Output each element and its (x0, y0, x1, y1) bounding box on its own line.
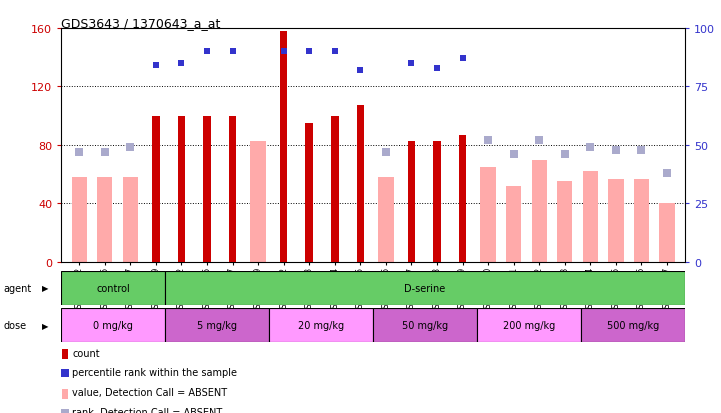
Bar (581, 309, 685, 342)
Bar (407, 141, 415, 262)
Bar (280, 32, 288, 262)
Bar (165, 271, 685, 305)
Bar (379, 178, 394, 262)
Text: D-serine: D-serine (404, 283, 446, 293)
Text: GDS3643 / 1370643_a_at: GDS3643 / 1370643_a_at (61, 17, 221, 29)
Bar (152, 116, 159, 262)
Text: 500 mg/kg: 500 mg/kg (607, 320, 659, 330)
Text: 5 mg/kg: 5 mg/kg (198, 320, 237, 330)
Bar (71, 178, 87, 262)
Bar (61, 309, 165, 342)
Bar (433, 141, 441, 262)
Text: 200 mg/kg: 200 mg/kg (503, 320, 555, 330)
Text: 50 mg/kg: 50 mg/kg (402, 320, 448, 330)
Text: dose: dose (4, 320, 27, 330)
Text: agent: agent (4, 283, 32, 293)
Text: ▶: ▶ (42, 321, 48, 330)
Text: 0 mg/kg: 0 mg/kg (93, 320, 133, 330)
Bar (506, 186, 521, 262)
Bar (557, 182, 572, 262)
Bar (373, 309, 477, 342)
Bar (123, 178, 138, 262)
Bar (97, 178, 112, 262)
Bar (62, 389, 68, 399)
Bar (477, 309, 581, 342)
Text: rank, Detection Call = ABSENT: rank, Detection Call = ABSENT (72, 407, 222, 413)
Bar (331, 116, 339, 262)
Bar (306, 124, 313, 262)
Bar (634, 179, 649, 262)
Bar (609, 179, 624, 262)
Bar (660, 204, 675, 262)
Bar (480, 167, 496, 262)
Bar (203, 116, 211, 262)
Bar (177, 116, 185, 262)
Bar (269, 309, 373, 342)
Text: 20 mg/kg: 20 mg/kg (298, 320, 344, 330)
Bar (62, 349, 68, 360)
Text: count: count (72, 348, 99, 358)
Bar (61, 271, 165, 305)
Text: percentile rank within the sample: percentile rank within the sample (72, 368, 237, 377)
Bar (229, 116, 236, 262)
Text: value, Detection Call = ABSENT: value, Detection Call = ABSENT (72, 387, 227, 397)
Bar (356, 106, 364, 262)
Text: control: control (97, 283, 130, 293)
Bar (583, 172, 598, 262)
Bar (459, 135, 466, 262)
Bar (250, 141, 266, 262)
Bar (165, 309, 269, 342)
Text: ▶: ▶ (42, 284, 48, 293)
Bar (531, 160, 547, 262)
